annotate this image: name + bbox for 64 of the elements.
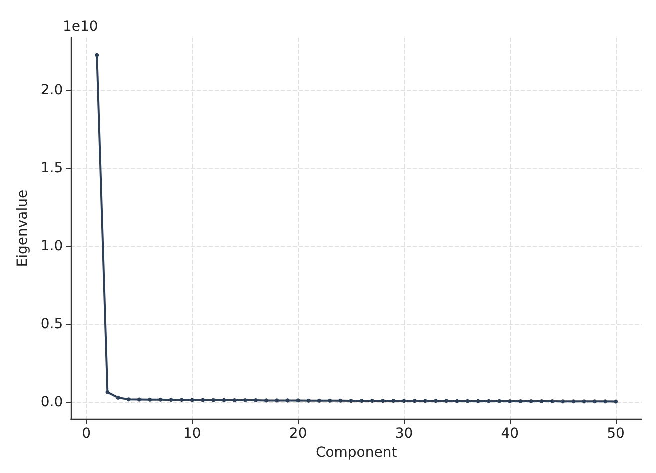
point — [508, 399, 512, 404]
point — [275, 398, 280, 403]
point — [402, 399, 406, 404]
point — [286, 398, 290, 403]
point — [572, 400, 576, 404]
text: 1e10 — [63, 19, 98, 35]
x-tick-label: 40 — [501, 426, 520, 442]
point — [338, 398, 343, 403]
point — [540, 399, 544, 404]
x-tick-label: 50 — [607, 426, 625, 442]
x-tick-label: 10 — [184, 426, 202, 442]
point — [243, 398, 248, 403]
x-axis-title: Component — [316, 445, 398, 461]
x-tick-label: 0 — [82, 426, 91, 442]
point — [212, 398, 216, 402]
point — [412, 399, 417, 404]
point — [296, 398, 300, 403]
point — [306, 398, 311, 403]
point — [180, 398, 184, 402]
point — [529, 399, 534, 404]
point — [381, 399, 386, 404]
point — [222, 398, 226, 402]
point — [137, 398, 142, 402]
point — [169, 398, 174, 402]
point — [232, 398, 237, 403]
point — [318, 398, 322, 403]
x-tick-label: 30 — [395, 426, 414, 442]
point — [328, 398, 332, 403]
point — [158, 398, 163, 402]
point — [190, 398, 194, 402]
point — [254, 398, 258, 403]
point — [434, 399, 438, 404]
point — [550, 399, 555, 404]
point — [518, 399, 523, 404]
point — [264, 398, 269, 403]
point — [614, 400, 618, 404]
point — [455, 399, 460, 404]
y-tick-label: 0.5 — [40, 316, 64, 333]
point — [486, 399, 491, 404]
point — [498, 399, 502, 404]
point — [116, 396, 120, 400]
y-axis-title: Eigenvalue — [15, 190, 31, 268]
point — [106, 390, 110, 394]
point — [201, 398, 206, 402]
point — [370, 399, 374, 404]
point — [592, 400, 597, 404]
y-tick-label: 1.5 — [40, 160, 64, 177]
point — [95, 53, 100, 58]
y-tick-label: 0.0 — [40, 394, 64, 411]
point — [126, 398, 131, 402]
point — [392, 399, 396, 404]
point — [603, 400, 608, 404]
point — [476, 399, 480, 404]
point — [466, 399, 470, 404]
x-tick-label: 20 — [289, 426, 308, 442]
point — [582, 400, 586, 404]
point — [561, 400, 566, 404]
point — [444, 399, 449, 404]
point — [148, 398, 152, 402]
point — [349, 399, 354, 404]
y-tick-label: 1.0 — [40, 238, 64, 255]
point — [360, 399, 364, 404]
y-tick-label: 2.0 — [40, 82, 64, 99]
point — [423, 399, 428, 404]
